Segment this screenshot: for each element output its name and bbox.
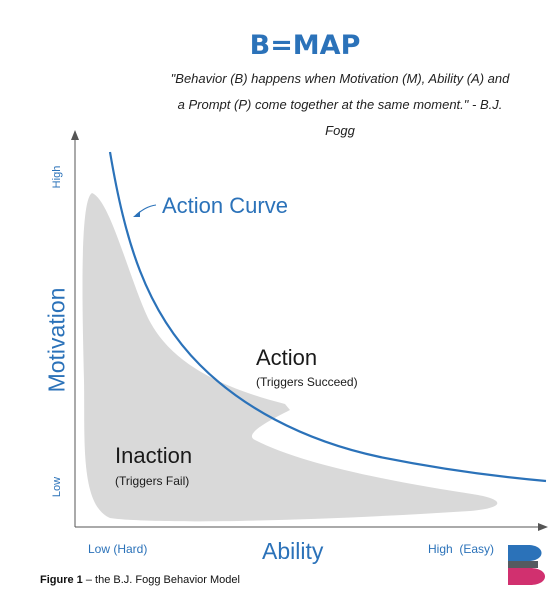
action-curve: [108, 151, 547, 483]
x-axis-low-label: Low (Hard): [88, 542, 148, 556]
quote-line-2: a Prompt (P) come together at the same m…: [177, 97, 503, 112]
curve-pointer-head: [133, 211, 140, 217]
action-region-subtitle: (Triggers Succeed): [256, 375, 358, 389]
x-axis-high-label: High (Easy): [428, 542, 495, 556]
y-axis-arrow: [71, 130, 79, 140]
y-axis-high-label: High: [51, 165, 63, 189]
action-region-title: Action: [256, 345, 318, 370]
figure-caption-number: Figure 1: [40, 574, 83, 586]
action-curve-label: Action Curve: [162, 193, 288, 218]
page-title: B=MAP: [249, 30, 361, 61]
x-axis-arrow: [538, 523, 548, 531]
inaction-region: [82, 193, 498, 522]
quote-line-1: "Behavior (B) happens when Motivation (M…: [170, 71, 510, 86]
y-axis-low-label: Low: [51, 476, 63, 498]
inaction-region-subtitle: (Triggers Fail): [115, 474, 190, 488]
bj-logo-icon: [508, 545, 545, 585]
inaction-region-title: Inaction: [115, 443, 193, 468]
figure-caption: Figure 1 – the B.J. Fogg Behavior Model: [40, 574, 240, 586]
figure-caption-text: – the B.J. Fogg Behavior Model: [82, 574, 240, 586]
fogg-quote: "Behavior (B) happens when Motivation (M…: [140, 66, 540, 144]
quote-line-3: Fogg: [325, 123, 355, 138]
y-axis-label: Motivation: [43, 287, 70, 393]
x-axis-label: Ability: [262, 538, 324, 564]
